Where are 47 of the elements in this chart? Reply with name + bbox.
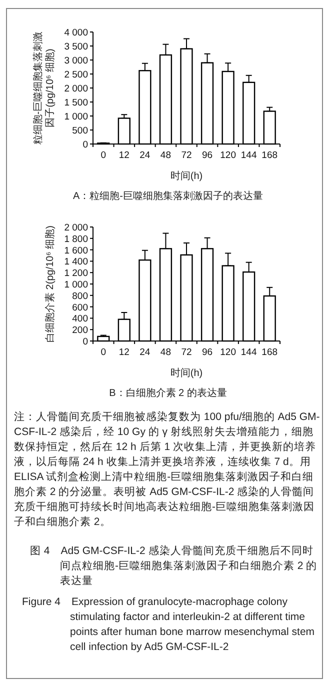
x-tick-label: 72 <box>181 347 192 358</box>
x-tick-label: 168 <box>262 150 278 161</box>
x-tick-label: 96 <box>202 150 213 161</box>
text: A：粒细胞-巨噬细胞集落刺激因子的表达量 <box>72 190 264 203</box>
y-tick-label: 4 000 <box>64 28 88 38</box>
x-tick-label: 96 <box>202 347 213 358</box>
y-tick-label: 200 <box>72 325 88 336</box>
y-axis-title: 白细胞介素 2(pg/10⁶ 细胞) <box>45 224 57 344</box>
text: 注：人骨髓间充质干细胞被感染复数为 100 pfu/细胞的 Ad5 GM-CSF-IL-2 感染后，经 10 Gy 的 γ 射线照射失去增殖能力，细胞数保持恒定，然后在 12 h 后第 1 次收集上清，并更换新的培养液，以后每隔 24 h 收集上清并更换培养液，连续收集 7 d。用 ELISA 试剂盒检测上清中粒细胞-巨噬细胞集落刺激因子和白细胞介素 2 的分泌量。表明被 Ad5 GM-CSF-IL-2 感染的人骨髓间充质干细胞可持续长时间地高表达粒细胞-巨噬细胞集落刺激因子和白细胞介素 2。 <box>14 410 320 530</box>
x-tick-label: 120 <box>220 150 236 161</box>
x-tick-label: 24 <box>140 347 150 358</box>
x-tick-label: 12 <box>118 347 130 358</box>
x-tick-label: 24 <box>140 150 150 161</box>
x-tick-label: 48 <box>160 347 172 358</box>
y-tick-label: 1 400 <box>64 256 88 268</box>
y-tick-label: 600 <box>72 302 88 314</box>
y-tick-label: 3 500 <box>64 42 88 52</box>
caption: Figure 4 Expression of granulocyte-macrophage colony stimulating factor and interleukin-2 at different time points after human bone marrow mesenchymal stem cell infection by Ad5 GM-CSF-IL-2 <box>21 595 316 655</box>
caption: 图 4 Ad5 GM-CSF-IL-2 感染人骨髓间充质干细胞后不同时间点粒细胞-巨噬细胞集落刺激因子和白细胞介素 2 的表达量 <box>29 544 318 589</box>
y-tick-label: 2 000 <box>64 84 88 94</box>
y-tick-label: 3 000 <box>64 56 88 66</box>
y-tick-label: 1 000 <box>64 112 88 122</box>
y-axis-title: 粒细胞-巨噬细胞集落刺激因子(pg/10⁶ 细胞) <box>33 30 57 147</box>
y-tick-label: 0 <box>82 336 88 348</box>
y-tick-label: 1 200 <box>64 268 88 280</box>
text: B：白细胞介素 2 的表达量 <box>108 386 228 400</box>
y-tick-label: 400 <box>72 314 88 325</box>
x-tick-label: 0 <box>100 150 106 161</box>
x-axis-title: 时间(h) <box>169 366 204 380</box>
y-tick-label: 1 500 <box>64 98 88 108</box>
x-tick-label: 72 <box>181 150 192 161</box>
y-tick-label: 500 <box>72 126 88 136</box>
x-axis-title: 时间(h) <box>169 170 204 183</box>
y-tick-label: 2 500 <box>64 70 88 80</box>
y-tick-label: 800 <box>72 290 88 302</box>
y-tick-label: 1 000 <box>64 280 88 290</box>
y-tick-label: 2 000 <box>64 222 88 234</box>
x-tick-label: 0 <box>100 347 106 358</box>
y-tick-label: 1 600 <box>64 245 88 256</box>
x-tick-label: 144 <box>240 150 257 161</box>
x-tick-label: 120 <box>220 347 236 358</box>
x-tick-label: 48 <box>160 150 172 161</box>
x-tick-label: 168 <box>262 347 278 358</box>
x-tick-label: 144 <box>240 347 257 358</box>
y-tick-label: 0 <box>82 140 88 150</box>
x-tick-label: 12 <box>118 150 130 161</box>
y-tick-label: 1 800 <box>64 234 88 245</box>
